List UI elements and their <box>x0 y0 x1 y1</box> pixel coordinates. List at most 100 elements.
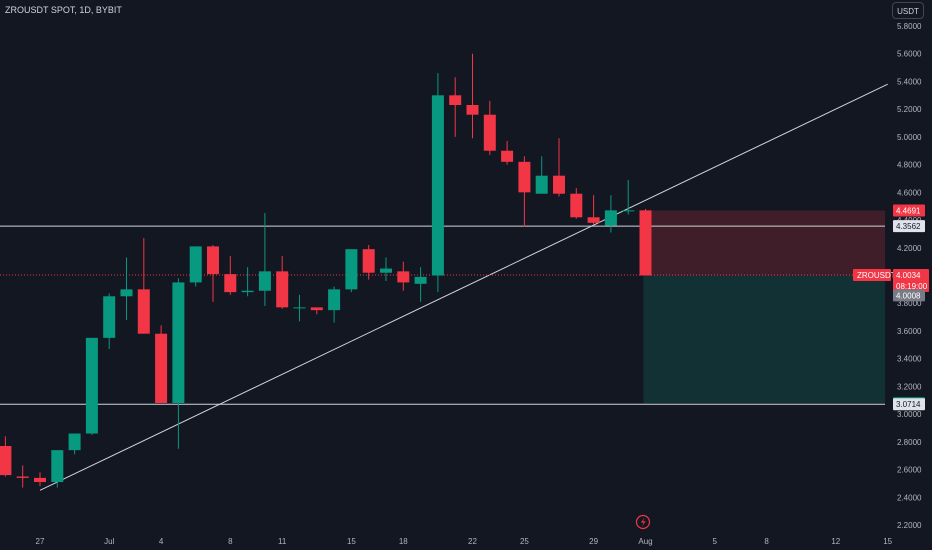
candle-body <box>570 193 583 218</box>
time-tick-label: 11 <box>278 537 287 546</box>
candle[interactable] <box>0 436 12 477</box>
stop-price-label-bg <box>893 204 925 217</box>
price-tick-label: 5.8000 <box>897 22 922 31</box>
candle[interactable] <box>622 179 635 215</box>
time-tick-label: 27 <box>36 537 45 546</box>
price-tick-label: 5.0000 <box>897 133 922 142</box>
chart-title: ZROUSDT SPOT, 1D, BYBIT <box>5 5 122 15</box>
candle-body <box>276 271 289 308</box>
time-tick-label: 18 <box>399 537 408 546</box>
candle-body <box>483 114 496 151</box>
candle[interactable] <box>137 238 150 334</box>
candle[interactable] <box>466 53 479 139</box>
candle[interactable] <box>570 188 583 219</box>
candle-body <box>587 217 600 223</box>
symbol-tag: ZROUSDT <box>857 271 896 280</box>
candle[interactable] <box>328 286 341 323</box>
tradingview-event-icon[interactable] <box>635 514 651 530</box>
candle[interactable] <box>189 246 202 287</box>
candle-body <box>535 175 548 194</box>
candle-body <box>241 290 254 293</box>
candle[interactable] <box>483 100 496 155</box>
price-tick-label: 2.4000 <box>897 493 922 502</box>
candle[interactable] <box>362 245 375 280</box>
last-price-bg <box>893 269 929 293</box>
target-zone[interactable] <box>643 275 886 404</box>
price-tick-label: 3.4000 <box>897 355 922 364</box>
position-tool <box>643 210 886 404</box>
price-tick-label: 2.2000 <box>897 521 922 530</box>
entry-price-label: 4.0008 <box>896 291 921 300</box>
candle[interactable] <box>68 433 81 455</box>
time-tick-label: 25 <box>520 537 529 546</box>
candle[interactable] <box>345 249 358 293</box>
time-tick-label: 8 <box>228 537 233 546</box>
line-price-label-bg <box>893 398 925 411</box>
time-tick-label: Jul <box>104 537 114 546</box>
price-tick-label: 2.6000 <box>897 466 922 475</box>
price-tick-label: 4.8000 <box>897 161 922 170</box>
entry-price-bg <box>893 289 925 302</box>
candle[interactable] <box>604 195 617 233</box>
candle-body <box>466 105 479 115</box>
candle[interactable] <box>51 450 64 488</box>
time-tick-label: 4 <box>159 537 164 546</box>
candle[interactable] <box>155 325 168 404</box>
candle[interactable] <box>103 293 116 349</box>
price-tick-label: 3.0000 <box>897 410 922 419</box>
candle-body <box>345 249 358 290</box>
candle[interactable] <box>535 156 548 194</box>
candle[interactable] <box>310 307 323 315</box>
candle-body <box>397 271 410 283</box>
candle[interactable] <box>241 267 254 297</box>
candle-body <box>449 95 462 106</box>
currency-unit-button[interactable]: USDT <box>892 2 924 19</box>
candle-body <box>414 276 427 284</box>
candle[interactable] <box>276 256 289 309</box>
candle-body <box>155 333 168 404</box>
price-tick-label: 3.2000 <box>897 382 922 391</box>
trend-line[interactable] <box>39 83 888 491</box>
price-tick-label: 2.8000 <box>897 438 922 447</box>
candle[interactable] <box>172 278 185 449</box>
candle[interactable] <box>518 156 531 227</box>
candle-body <box>189 246 202 283</box>
candle[interactable] <box>553 138 565 197</box>
time-axis: 27 Jul 4 8 11 15 18 22 25 29 Aug 5 8 12 15 <box>36 537 893 546</box>
candle-body <box>51 450 64 483</box>
candle[interactable] <box>587 195 600 225</box>
candle[interactable] <box>431 73 444 293</box>
price-tick-label: 3.6000 <box>897 327 922 336</box>
candle-body <box>207 246 219 275</box>
candle-body <box>0 445 12 476</box>
candle[interactable] <box>207 245 219 302</box>
candle[interactable] <box>224 256 237 295</box>
candle-body <box>120 289 133 297</box>
price-tick-label: 3.8000 <box>897 299 922 308</box>
candle-body <box>622 210 635 212</box>
candle[interactable] <box>16 465 29 488</box>
stop-price-label: 4.4691 <box>896 206 921 215</box>
candle[interactable] <box>293 294 306 322</box>
candle[interactable] <box>397 261 410 291</box>
candle[interactable] <box>414 267 427 302</box>
candle-body <box>604 210 617 226</box>
stop-zone[interactable] <box>643 210 886 276</box>
candle-body <box>68 433 81 451</box>
line-price-label: 4.3562 <box>896 222 921 231</box>
time-tick-label: 12 <box>831 537 840 546</box>
candle[interactable] <box>449 77 462 137</box>
candle[interactable] <box>120 257 133 320</box>
candle[interactable] <box>501 141 514 165</box>
candle[interactable] <box>639 208 652 276</box>
candle-body <box>103 296 116 338</box>
time-tick-label: 8 <box>764 537 769 546</box>
candle[interactable] <box>34 472 46 487</box>
symbol-tag-bg <box>853 269 891 282</box>
candle[interactable] <box>258 213 271 306</box>
candle-body <box>518 161 531 193</box>
candle[interactable] <box>380 257 392 282</box>
price-tick-label: 4.2000 <box>897 244 922 253</box>
candle[interactable] <box>85 337 98 435</box>
